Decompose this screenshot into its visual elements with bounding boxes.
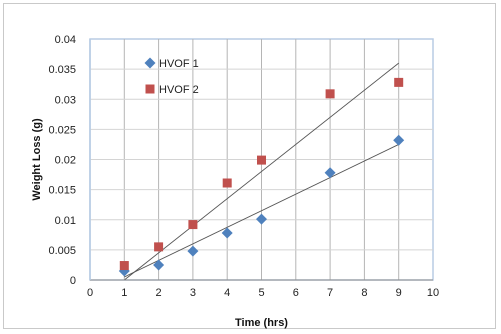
trendline	[124, 144, 399, 278]
y-tick-label: 0.03	[55, 94, 76, 106]
x-tick-label: 4	[224, 287, 230, 299]
data-point	[154, 242, 164, 252]
y-tick-label: 0.015	[48, 185, 76, 197]
x-tick-label: 7	[327, 287, 333, 299]
x-tick-label: 0	[87, 287, 93, 299]
data-point	[325, 89, 335, 99]
data-point	[393, 134, 405, 146]
x-axis-title: Time (hrs)	[235, 317, 288, 329]
y-tick-label: 0.01	[55, 215, 76, 227]
axes	[89, 39, 433, 281]
data-point	[153, 259, 165, 271]
legend: HVOF 1 HVOF 2	[144, 57, 199, 96]
y-tick-label: 0.005	[48, 245, 76, 257]
x-tick-label: 3	[190, 287, 196, 299]
legend-marker	[145, 84, 155, 94]
y-tick-label: 0.02	[55, 155, 76, 167]
x-tick-label: 5	[258, 287, 264, 299]
y-tick-label: 0	[70, 275, 76, 287]
x-tick-label: 6	[293, 287, 299, 299]
data-point	[188, 220, 198, 230]
data-point	[222, 178, 232, 188]
y-axis-title: Weight Loss (g)	[31, 118, 43, 201]
y-tick-label: 0.04	[55, 34, 76, 46]
y-tick-label: 0.025	[48, 124, 76, 136]
data-marks	[118, 77, 405, 277]
x-tick-label: 8	[361, 287, 367, 299]
data-point	[187, 245, 199, 257]
y-tick-label: 0.035	[48, 64, 76, 76]
trendline	[124, 62, 399, 281]
x-tick-label: 2	[156, 287, 162, 299]
x-tick-label: 9	[396, 287, 402, 299]
data-point	[394, 77, 404, 87]
legend-marker	[144, 57, 156, 69]
legend-items: HVOF 1 HVOF 2	[144, 57, 199, 96]
legend-label: HVOF 2	[159, 84, 199, 96]
trendlines	[124, 62, 399, 281]
data-point	[257, 155, 266, 165]
x-tick-label: 10	[427, 287, 439, 299]
legend-label: HVOF 1	[159, 58, 199, 70]
data-point	[256, 213, 267, 225]
x-tick-label: 1	[121, 287, 127, 299]
data-point	[221, 227, 233, 239]
data-point	[324, 167, 336, 179]
data-point	[119, 261, 129, 271]
tick-labels: 0 1 2 3 4 5 6 7 8 9 10 0 0.005 0.01 0.015 0.02 0.025 0.03…	[48, 34, 439, 299]
